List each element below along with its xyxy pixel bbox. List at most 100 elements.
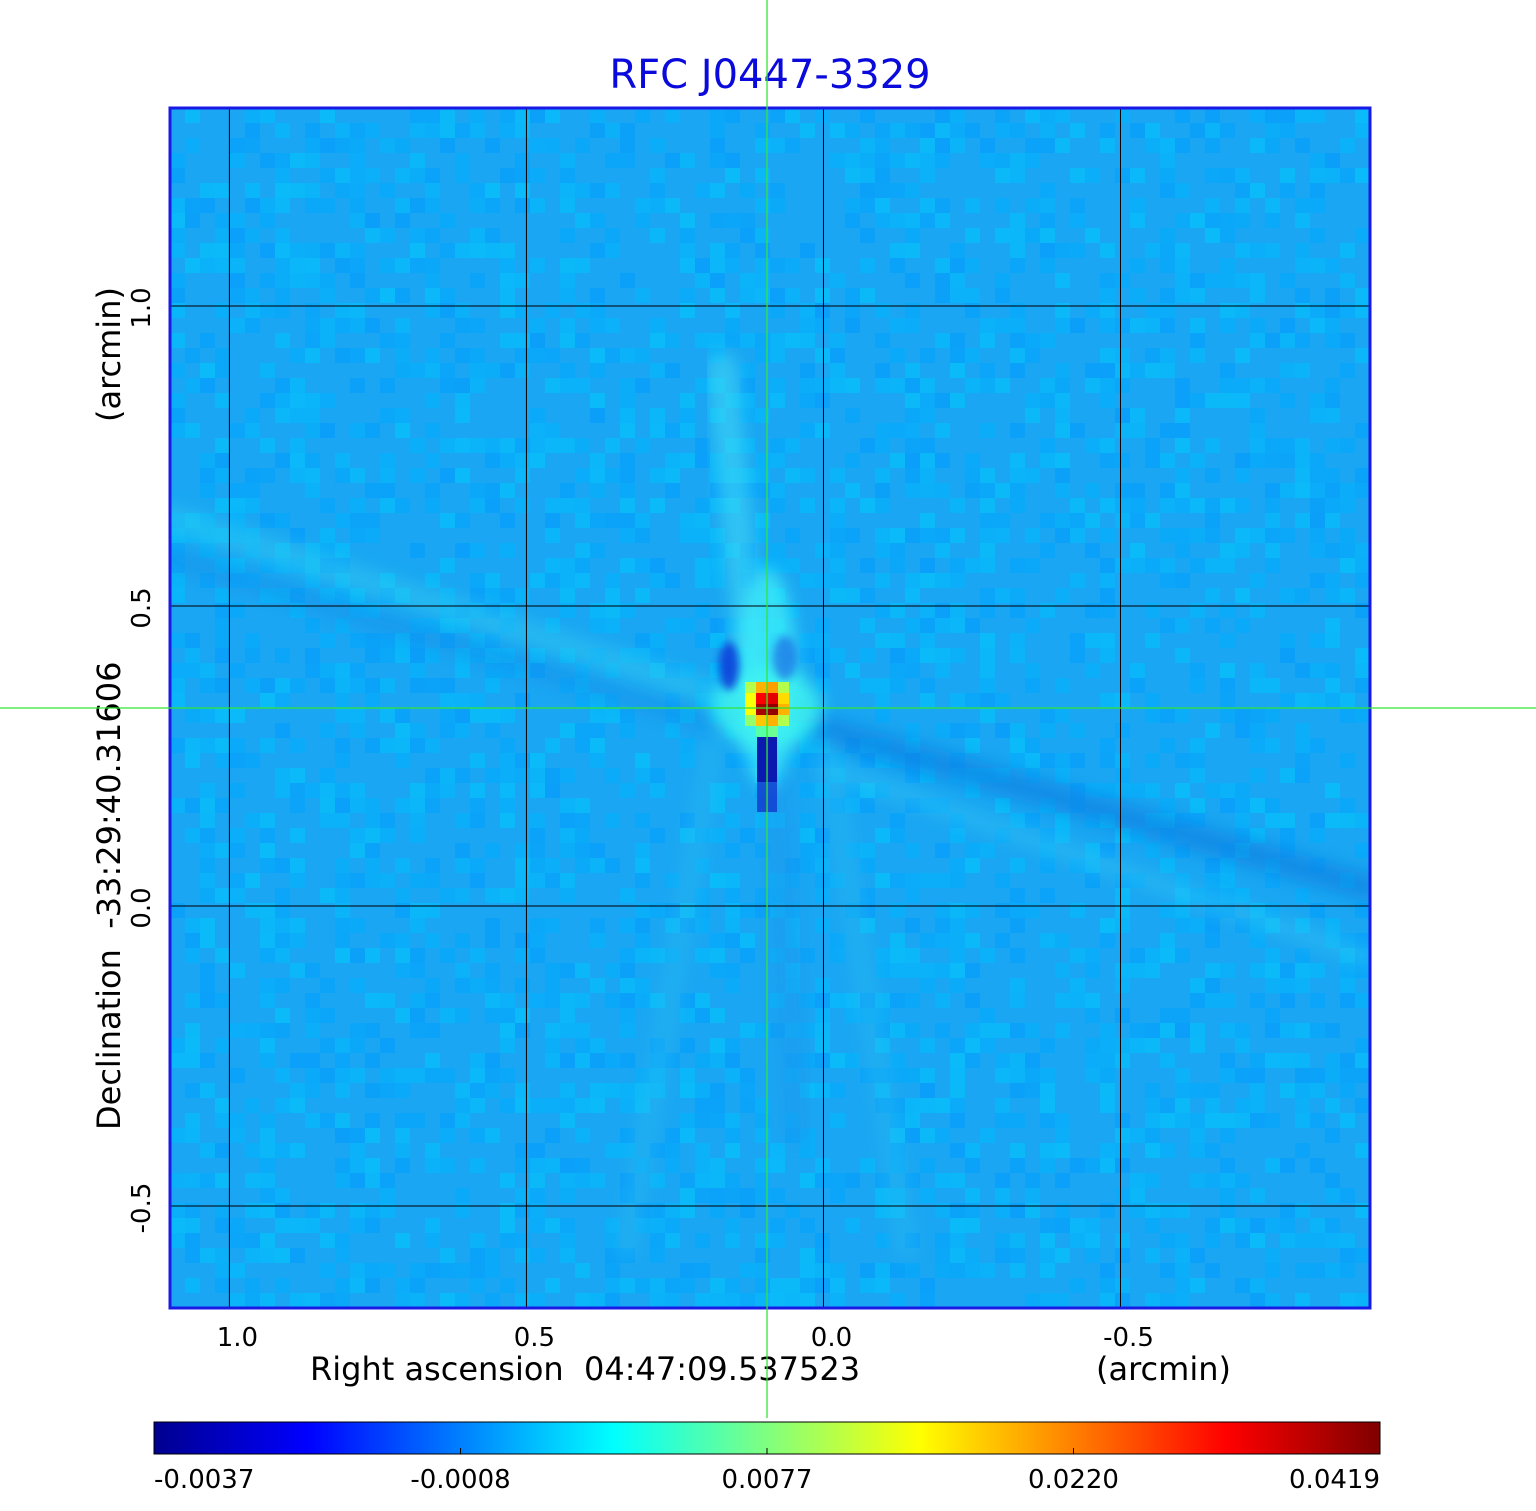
map-pixel bbox=[815, 378, 830, 393]
map-pixel bbox=[1145, 603, 1160, 618]
map-pixel bbox=[380, 228, 395, 243]
map-pixel bbox=[500, 303, 515, 318]
map-pixel bbox=[350, 708, 365, 723]
map-pixel bbox=[350, 303, 365, 318]
map-pixel bbox=[410, 903, 425, 918]
map-pixel bbox=[1250, 318, 1265, 333]
map-pixel bbox=[1205, 933, 1220, 948]
map-pixel bbox=[275, 333, 290, 348]
map-pixel bbox=[1310, 1083, 1325, 1098]
map-pixel bbox=[905, 408, 920, 423]
map-pixel bbox=[1025, 1293, 1040, 1308]
map-pixel bbox=[1145, 303, 1160, 318]
map-pixel bbox=[1010, 1248, 1025, 1263]
map-pixel bbox=[545, 1053, 560, 1068]
map-pixel bbox=[515, 1143, 530, 1158]
map-pixel bbox=[770, 1233, 785, 1248]
map-pixel bbox=[200, 828, 215, 843]
map-pixel bbox=[590, 108, 605, 123]
map-pixel bbox=[830, 468, 845, 483]
map-pixel bbox=[455, 813, 470, 828]
map-pixel bbox=[920, 123, 935, 138]
map-pixel bbox=[395, 408, 410, 423]
map-pixel bbox=[1160, 1008, 1175, 1023]
map-pixel bbox=[185, 1053, 200, 1068]
map-pixel bbox=[710, 1188, 725, 1203]
map-pixel bbox=[1055, 1143, 1070, 1158]
map-pixel bbox=[1040, 1218, 1055, 1233]
map-pixel bbox=[590, 213, 605, 228]
map-pixel bbox=[1325, 1233, 1340, 1248]
map-pixel bbox=[1325, 1173, 1340, 1188]
map-pixel bbox=[590, 603, 605, 618]
map-pixel bbox=[1100, 1263, 1115, 1278]
map-pixel bbox=[1265, 738, 1280, 753]
map-pixel bbox=[755, 528, 770, 543]
map-pixel bbox=[380, 738, 395, 753]
map-pixel bbox=[1265, 498, 1280, 513]
map-pixel bbox=[1190, 1113, 1205, 1128]
map-pixel bbox=[425, 858, 440, 873]
map-pixel bbox=[1205, 918, 1220, 933]
map-pixel bbox=[1040, 138, 1055, 153]
map-pixel bbox=[380, 828, 395, 843]
map-pixel bbox=[650, 1218, 665, 1233]
map-pixel bbox=[590, 183, 605, 198]
map-pixel bbox=[740, 948, 755, 963]
map-pixel bbox=[1220, 213, 1235, 228]
map-pixel bbox=[290, 183, 305, 198]
map-pixel bbox=[1220, 228, 1235, 243]
map-pixel bbox=[365, 513, 380, 528]
map-pixel bbox=[1295, 768, 1310, 783]
map-pixel bbox=[230, 663, 245, 678]
map-pixel bbox=[710, 1008, 725, 1023]
map-pixel bbox=[485, 1083, 500, 1098]
map-pixel bbox=[800, 1143, 815, 1158]
map-pixel bbox=[1295, 213, 1310, 228]
map-pixel bbox=[845, 378, 860, 393]
map-pixel bbox=[305, 348, 320, 363]
map-pixel bbox=[425, 393, 440, 408]
map-pixel bbox=[1220, 393, 1235, 408]
map-pixel bbox=[965, 903, 980, 918]
map-pixel bbox=[1175, 1113, 1190, 1128]
map-pixel bbox=[500, 243, 515, 258]
map-pixel bbox=[260, 1293, 275, 1308]
map-pixel bbox=[545, 498, 560, 513]
map-pixel bbox=[305, 783, 320, 798]
map-pixel bbox=[1265, 1293, 1280, 1308]
map-pixel bbox=[260, 693, 275, 708]
map-pixel bbox=[740, 408, 755, 423]
map-pixel bbox=[680, 528, 695, 543]
map-pixel bbox=[560, 813, 575, 828]
map-pixel bbox=[200, 888, 215, 903]
map-pixel bbox=[635, 633, 650, 648]
map-pixel bbox=[1355, 678, 1370, 693]
map-pixel bbox=[1040, 1083, 1055, 1098]
map-pixel bbox=[935, 288, 950, 303]
map-pixel bbox=[1085, 1038, 1100, 1053]
map-pixel bbox=[1340, 483, 1355, 498]
map-pixel bbox=[230, 258, 245, 273]
map-pixel bbox=[695, 903, 710, 918]
map-pixel bbox=[1160, 1143, 1175, 1158]
map-pixel bbox=[560, 333, 575, 348]
map-pixel bbox=[1010, 858, 1025, 873]
map-pixel bbox=[515, 873, 530, 888]
map-pixel bbox=[635, 378, 650, 393]
map-pixel bbox=[545, 738, 560, 753]
map-pixel bbox=[1100, 738, 1115, 753]
map-pixel bbox=[1130, 288, 1145, 303]
map-pixel bbox=[305, 618, 320, 633]
map-pixel bbox=[740, 213, 755, 228]
map-pixel bbox=[965, 1248, 980, 1263]
map-pixel bbox=[500, 333, 515, 348]
map-pixel bbox=[905, 528, 920, 543]
map-pixel bbox=[275, 648, 290, 663]
map-pixel bbox=[830, 993, 845, 1008]
map-pixel bbox=[950, 1068, 965, 1083]
map-pixel bbox=[830, 333, 845, 348]
map-pixel bbox=[965, 1053, 980, 1068]
map-pixel bbox=[230, 1218, 245, 1233]
map-pixel bbox=[1280, 1023, 1295, 1038]
